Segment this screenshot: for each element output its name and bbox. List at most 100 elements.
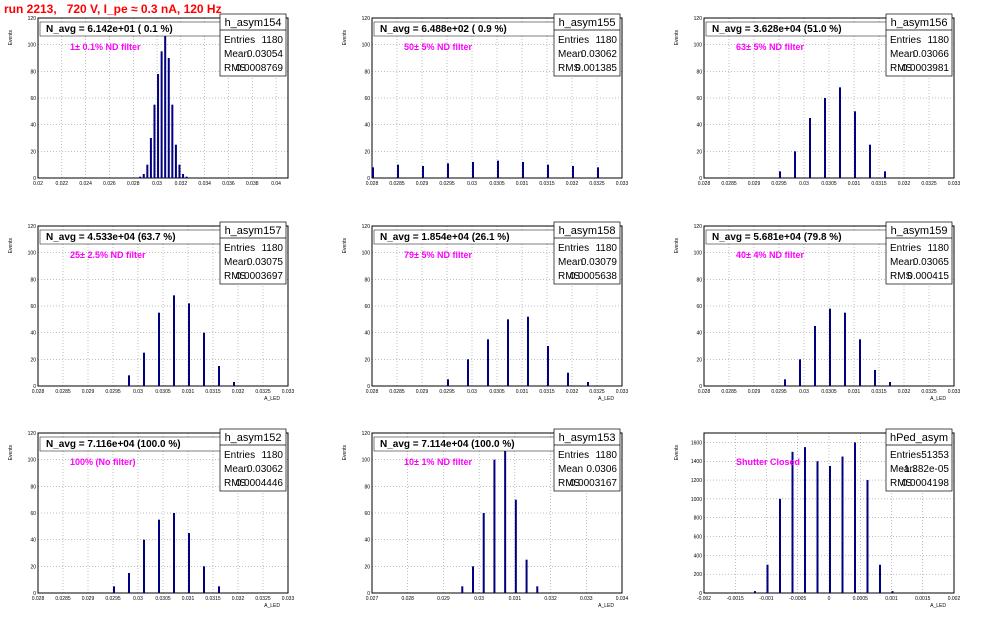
x-axis-label: A_LED xyxy=(264,396,280,402)
x-tick-label: 0.028 xyxy=(366,181,379,187)
histogram-panel: 0.028 0.0285 0.029 0.0295 0.03 0.0305 0.031 0.0… xyxy=(674,13,960,187)
stats-value: 0.0008769 xyxy=(236,63,284,74)
x-tick-label: -0.0015 xyxy=(727,596,744,602)
y-tick-label: 120 xyxy=(362,16,371,22)
x-tick-label: 0.033 xyxy=(948,389,961,395)
x-tick-label: 0.028 xyxy=(127,181,140,187)
histogram-panel: 0.028 0.0285 0.029 0.0295 0.03 0.0305 0.031 0.0… xyxy=(342,221,628,402)
y-tick-label: 100 xyxy=(362,458,371,464)
filter-label: 25± 2.5% ND filter xyxy=(70,250,146,260)
plot-frame xyxy=(37,225,289,387)
x-tick-label: 0.0285 xyxy=(389,181,405,187)
x-tick-label: 0.0005 xyxy=(853,596,869,602)
y-tick-label: 1200 xyxy=(691,478,702,484)
stats-label: Mean xyxy=(224,257,249,268)
stats-box xyxy=(885,428,953,492)
stats-value: 1180 xyxy=(927,35,949,46)
y-axis-label: Events xyxy=(674,30,680,46)
plot-frame xyxy=(37,17,289,179)
histogram-bar xyxy=(854,111,856,178)
stats-box xyxy=(885,221,953,285)
stats-value: 1180 xyxy=(595,35,617,46)
y-tick-label: 40 xyxy=(30,123,36,129)
y-tick-label: 0 xyxy=(367,384,370,390)
x-tick-label: 0.02 xyxy=(33,181,43,187)
stats-label: Entries xyxy=(558,243,589,254)
y-tick-label: 20 xyxy=(364,564,370,570)
histogram-bar xyxy=(173,295,175,386)
y-tick-label: 0 xyxy=(699,176,702,182)
histogram-bar xyxy=(493,459,496,593)
y-tick-label: 40 xyxy=(364,123,370,129)
y-tick-label: 200 xyxy=(694,572,703,578)
histogram-bar xyxy=(514,499,517,593)
x-tick-label: 0.027 xyxy=(366,596,379,602)
x-tick-label: 0.0295 xyxy=(439,181,455,187)
y-tick-label: 80 xyxy=(696,69,702,75)
navg-label: N_avg = 6.142e+01 ( 0.1 %) xyxy=(46,24,173,35)
x-tick-label: -0.002 xyxy=(697,596,711,602)
histogram-bar xyxy=(447,379,449,386)
x-tick-label: 0.0295 xyxy=(439,389,455,395)
run-title: run 2213, 720 V, I_pe ≈ 0.3 nA, 120 Hz xyxy=(4,2,222,16)
stats-value: 0.03075 xyxy=(247,257,284,268)
x-tick-label: 0.029 xyxy=(416,389,429,395)
stats-value: 0.0005638 xyxy=(570,271,618,282)
histogram-bar xyxy=(766,564,769,593)
y-axis-label: Events xyxy=(674,445,680,461)
stats-value: -1.382e-05 xyxy=(901,464,950,475)
y-tick-label: 120 xyxy=(694,16,703,22)
x-tick-label: 0.0015 xyxy=(915,596,931,602)
x-tick-label: 0.034 xyxy=(198,181,211,187)
y-tick-label: 60 xyxy=(696,304,702,310)
x-tick-label: 0.022 xyxy=(56,181,69,187)
stats-value: 0.03062 xyxy=(247,464,284,475)
histogram-panel: 0.028 0.0285 0.029 0.0295 0.03 0.0305 0.031 0.0… xyxy=(342,13,628,187)
stats-hist-name: h_asym155 xyxy=(559,17,616,29)
x-tick-label: 0.028 xyxy=(698,181,711,187)
x-tick-label: 0.0305 xyxy=(489,181,505,187)
histogram-bar xyxy=(128,375,130,386)
y-tick-label: 100 xyxy=(694,43,703,49)
histogram-bar xyxy=(874,370,876,386)
y-tick-label: 40 xyxy=(30,538,36,544)
x-tick-label: 0.0315 xyxy=(871,389,887,395)
histogram-bar xyxy=(504,446,507,593)
histogram-bar xyxy=(218,366,220,386)
histogram-bar xyxy=(157,74,160,178)
x-tick-label: 0.0325 xyxy=(921,181,937,187)
histogram-bar xyxy=(143,539,145,593)
x-tick-label: 0.0285 xyxy=(55,596,71,602)
histogram-bar xyxy=(791,451,794,593)
x-tick-label: 0.032 xyxy=(544,596,557,602)
histogram-bar xyxy=(779,498,781,593)
y-tick-label: 40 xyxy=(696,331,702,337)
y-tick-label: 0 xyxy=(33,591,36,597)
stats-label: RMS xyxy=(224,478,247,489)
stats-label: RMS xyxy=(224,271,247,282)
histogram-bar xyxy=(203,566,205,593)
histogram-bar xyxy=(149,138,152,178)
y-axis-label: Events xyxy=(8,30,14,46)
stats-hist-name: h_asym157 xyxy=(225,225,282,237)
stats-label: Mean xyxy=(558,257,583,268)
x-tick-label: 0.0295 xyxy=(771,389,787,395)
stats-value: 0.0003981 xyxy=(902,63,950,74)
stats-value: 0.03065 xyxy=(913,257,950,268)
stats-value: 0.0306 xyxy=(586,464,617,475)
histogram-bar xyxy=(146,164,149,178)
y-tick-label: 80 xyxy=(696,277,702,283)
histogram-bar xyxy=(203,332,205,386)
stats-value: 0.03062 xyxy=(581,49,618,60)
y-tick-label: 100 xyxy=(362,43,371,49)
y-tick-label: 0 xyxy=(699,384,702,390)
histogram-bar xyxy=(447,163,449,178)
x-tick-label: 0.028 xyxy=(366,389,379,395)
y-tick-label: 80 xyxy=(364,277,370,283)
y-tick-label: 60 xyxy=(364,96,370,102)
stats-label: Entries xyxy=(890,243,921,254)
stats-value: 0.03066 xyxy=(913,49,950,60)
y-tick-label: 20 xyxy=(364,357,370,363)
histogram-bar xyxy=(814,326,816,386)
histogram-bar xyxy=(527,316,529,386)
